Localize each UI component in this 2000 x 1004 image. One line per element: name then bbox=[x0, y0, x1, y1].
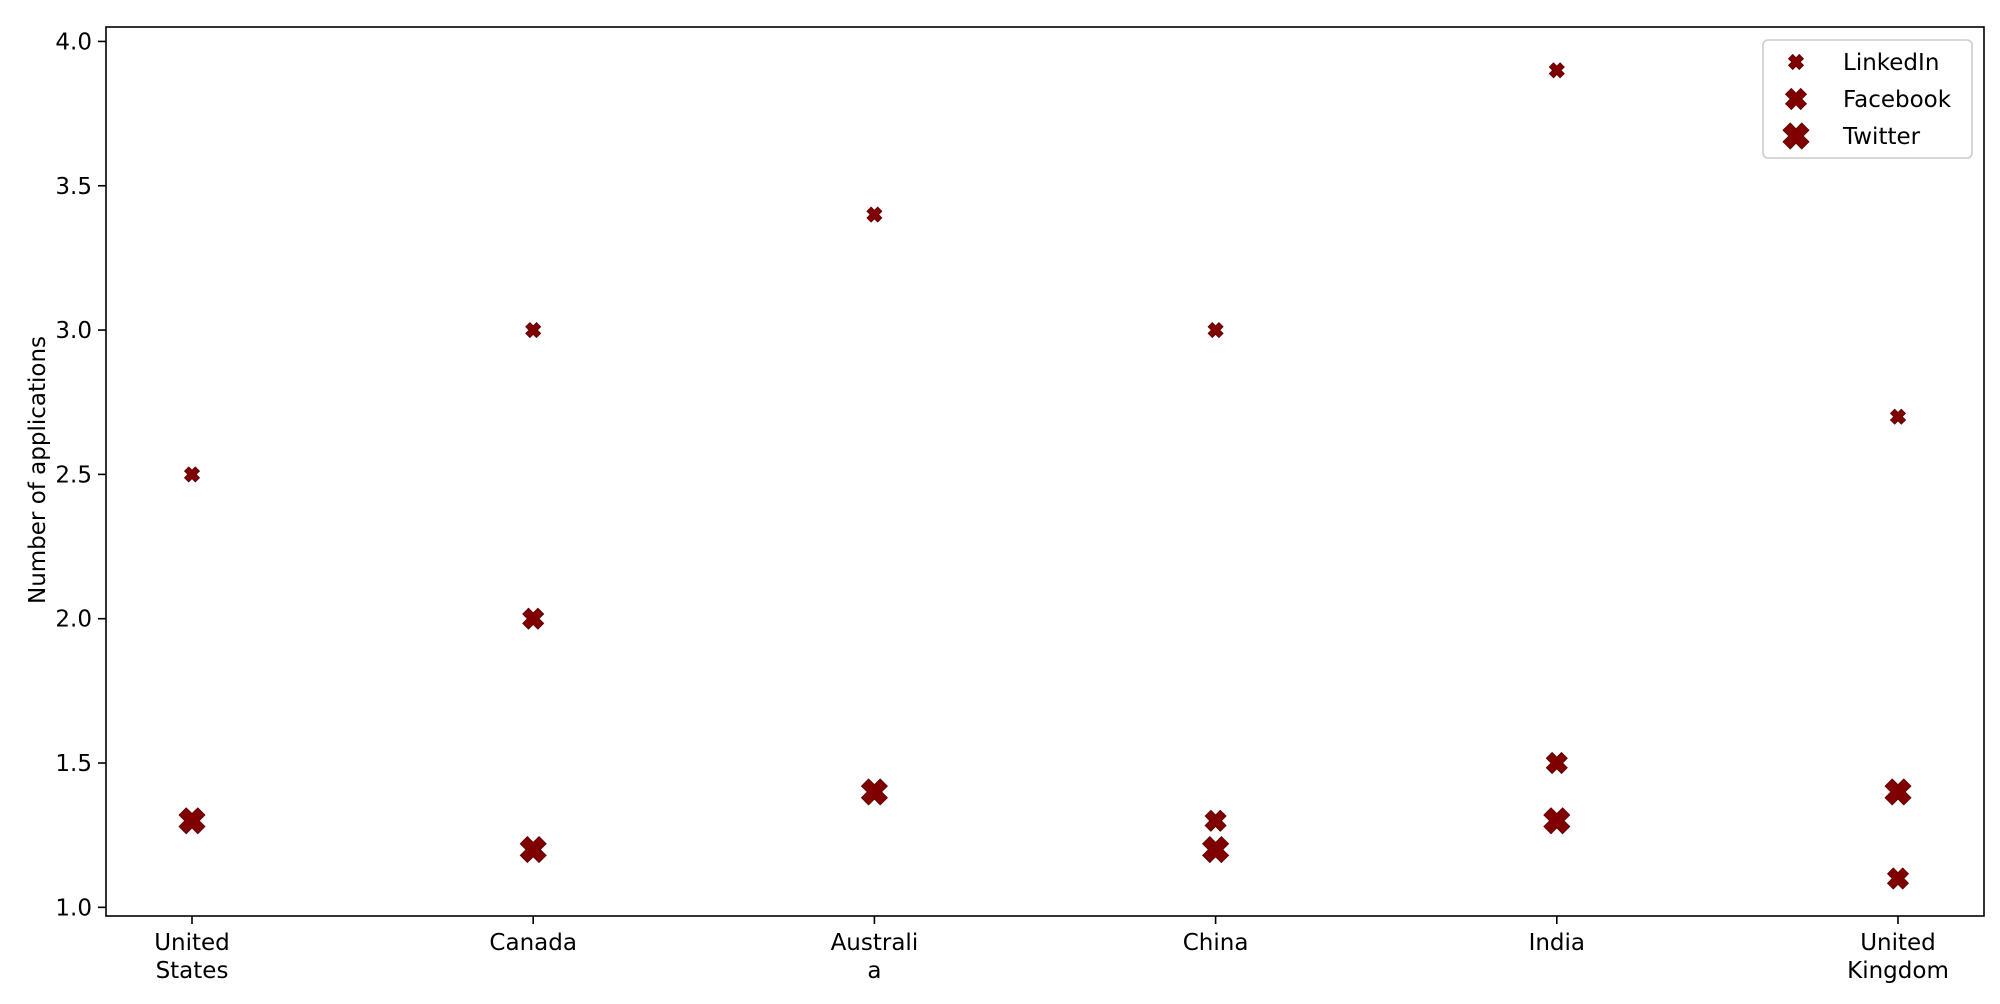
x-tick-label: Australi a bbox=[831, 930, 919, 984]
x-tick-label-line: United bbox=[154, 930, 230, 956]
data-point-facebook bbox=[1204, 809, 1227, 832]
y-tick-label: 1.5 bbox=[55, 751, 92, 777]
data-point-facebook bbox=[522, 607, 545, 630]
x-tick-label-line: States bbox=[156, 958, 229, 984]
data-point-twitter bbox=[1543, 807, 1571, 835]
data-point-twitter bbox=[178, 807, 206, 835]
legend-label-twitter: Twitter bbox=[1842, 124, 1921, 150]
data-point-linkedin bbox=[1889, 408, 1907, 425]
legend-label-linkedin: LinkedIn bbox=[1843, 50, 1939, 76]
data-point-facebook bbox=[1545, 751, 1568, 775]
data-point-linkedin bbox=[866, 206, 883, 223]
legend-marker-linkedin bbox=[1787, 53, 1805, 71]
data-point-linkedin bbox=[1548, 62, 1565, 79]
legend-marker-twitter bbox=[1782, 122, 1810, 150]
data-point-twitter bbox=[1884, 778, 1912, 806]
plot-frame bbox=[105, 26, 1985, 917]
legend-marker-facebook bbox=[1784, 87, 1808, 111]
x-tick-label: India bbox=[1529, 930, 1585, 956]
y-axis-ticks: 1.0 1.5 2.0 2.5 3.0 3.5 4.0 bbox=[55, 29, 106, 921]
data-points bbox=[178, 62, 1912, 890]
legend-box bbox=[1762, 39, 1973, 159]
data-point-facebook bbox=[1886, 867, 1910, 890]
x-tick-label: Canada bbox=[489, 930, 577, 956]
legend-label-facebook: Facebook bbox=[1843, 87, 1952, 113]
data-point-linkedin bbox=[183, 466, 201, 483]
x-tick-label-line: Kingdom bbox=[1847, 958, 1949, 984]
data-point-twitter bbox=[860, 778, 888, 806]
data-point-twitter bbox=[519, 836, 547, 864]
axes-frame bbox=[105, 26, 1985, 917]
y-tick-label: 1.0 bbox=[55, 895, 92, 921]
legend: LinkedIn Facebook Twitter bbox=[1762, 39, 1973, 159]
y-axis-label: Number of applications bbox=[25, 336, 51, 604]
data-point-linkedin bbox=[1207, 322, 1224, 339]
x-tick-label-line: a bbox=[867, 958, 881, 984]
y-tick-label: 3.5 bbox=[55, 174, 92, 200]
data-point-linkedin bbox=[525, 322, 542, 339]
x-tick-label: China bbox=[1183, 930, 1249, 956]
x-tick-label-line: Canada bbox=[489, 930, 577, 956]
x-tick-label-line: Australi bbox=[831, 930, 919, 956]
x-tick-label-line: China bbox=[1183, 930, 1249, 956]
y-tick-label: 2.5 bbox=[55, 462, 92, 488]
data-point-twitter bbox=[1202, 836, 1230, 864]
y-tick-label: 4.0 bbox=[55, 29, 92, 55]
x-tick-label: United States bbox=[154, 930, 230, 984]
x-tick-label: United Kingdom bbox=[1847, 930, 1949, 984]
y-tick-label: 2.0 bbox=[55, 607, 92, 633]
x-tick-label-line: United bbox=[1860, 930, 1936, 956]
x-tick-label-line: India bbox=[1529, 930, 1585, 956]
y-tick-label: 3.0 bbox=[55, 318, 92, 344]
